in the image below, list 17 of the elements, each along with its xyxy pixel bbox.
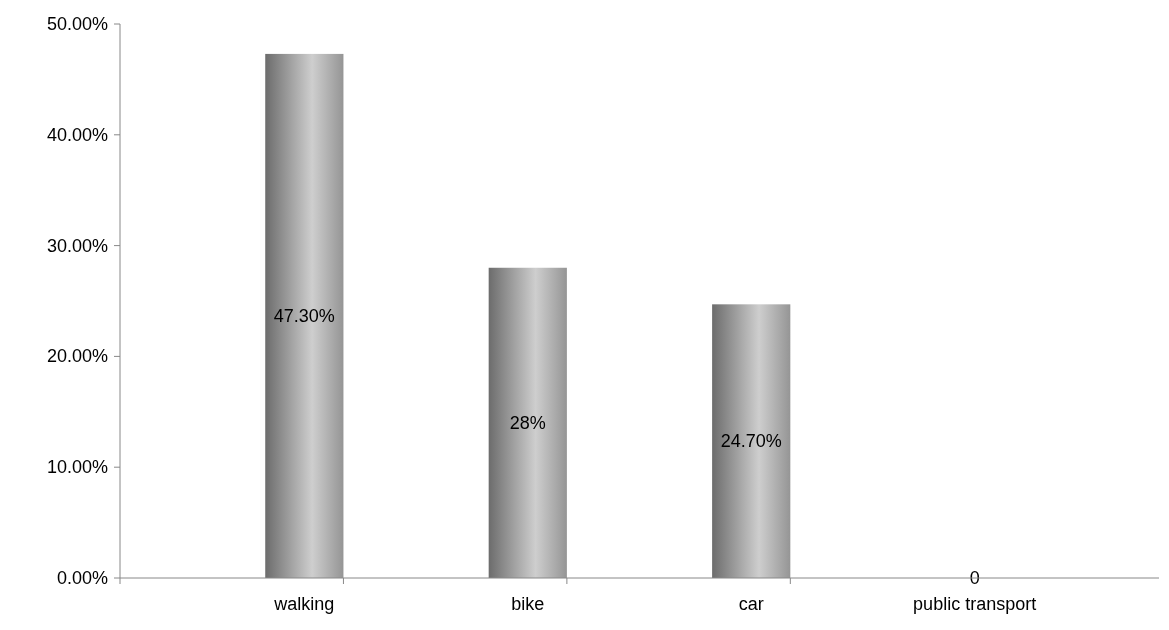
x-tick-label: public transport (913, 594, 1037, 614)
y-tick-label: 50.00% (46, 14, 108, 34)
x-tick-label: bike (511, 594, 545, 614)
y-tick-label: 30.00% (46, 235, 108, 256)
bar (712, 304, 791, 578)
bar (265, 53, 344, 578)
bar (488, 267, 567, 578)
y-tick-label: 0.00% (56, 568, 108, 588)
y-tick-label: 20.00% (46, 346, 108, 367)
y-tick-label: 40.00% (46, 124, 108, 145)
data-label: 0 (969, 568, 980, 588)
data-label: 47.30% (273, 305, 335, 326)
x-tick-label: walking (273, 594, 335, 614)
y-tick-label: 10.00% (46, 457, 108, 478)
data-label: 24.70% (720, 431, 782, 452)
data-label: 28% (509, 412, 546, 433)
x-tick-label: car (738, 594, 764, 614)
